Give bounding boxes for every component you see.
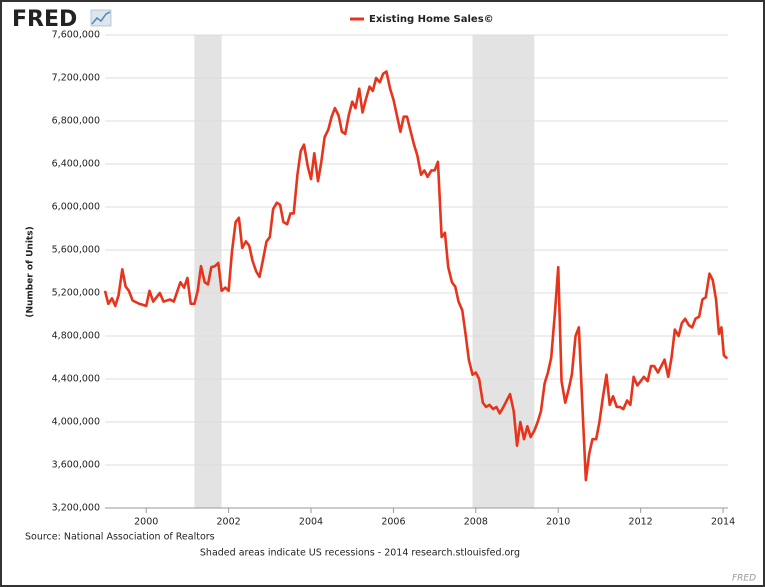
y-tick-label: 7,200,000 <box>52 73 100 84</box>
legend-label: Existing Home Sales© <box>369 14 494 25</box>
logo: FRED <box>12 7 77 32</box>
x-tick-label: 2014 <box>711 517 735 528</box>
x-tick-label: 2002 <box>217 517 241 528</box>
y-tick-label: 6,800,000 <box>52 116 100 127</box>
y-tick-label: 4,800,000 <box>52 331 100 342</box>
y-tick-label: 5,200,000 <box>52 288 100 299</box>
source: Source: National Association of Realtors <box>25 532 215 543</box>
series-line <box>103 70 729 482</box>
recession-band <box>472 35 535 508</box>
y-tick-label: 3,200,000 <box>52 503 100 514</box>
x-tick-label: 2004 <box>299 517 323 528</box>
y-tick-label: 6,400,000 <box>52 159 100 170</box>
note: Shaded areas indicate US recessions - 20… <box>200 548 520 559</box>
y-axis-label: (Number of Units) <box>26 226 36 317</box>
y-tick-label: 7,600,000 <box>52 30 100 41</box>
x-tick-label: 2000 <box>134 517 158 528</box>
y-tick-label: 4,400,000 <box>52 374 100 385</box>
x-tick-label: 2010 <box>546 517 570 528</box>
y-tick-label: 6,000,000 <box>52 202 100 213</box>
y-tick-label: 4,000,000 <box>52 417 100 428</box>
recession-band <box>194 35 222 508</box>
x-tick-label: 2008 <box>464 517 488 528</box>
logo-icon <box>90 9 112 27</box>
x-tick-label: 2012 <box>629 517 653 528</box>
y-tick-label: 5,600,000 <box>52 245 100 256</box>
y-tick-label: 3,600,000 <box>52 460 100 471</box>
x-tick-label: 2006 <box>381 517 405 528</box>
watermark: FRED <box>732 574 756 584</box>
